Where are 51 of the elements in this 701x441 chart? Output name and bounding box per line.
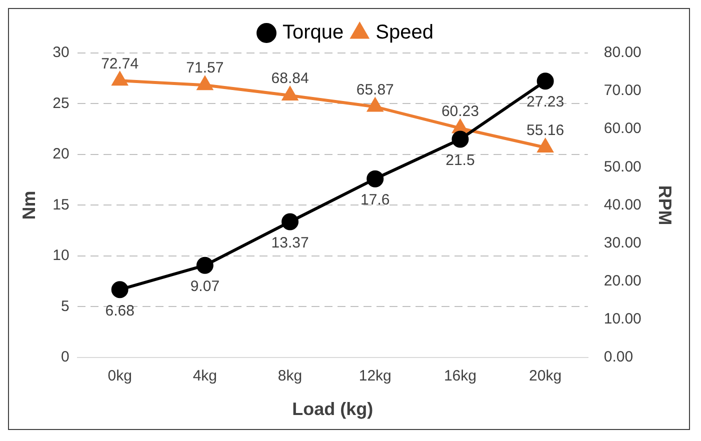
point bbox=[536, 72, 554, 90]
data-label: 9.07 bbox=[190, 278, 220, 296]
x-tick-label: 12kg bbox=[358, 368, 392, 385]
point bbox=[112, 72, 128, 86]
data-label: 27.23 bbox=[526, 94, 564, 111]
point bbox=[368, 98, 383, 112]
point bbox=[111, 281, 128, 298]
x-tick-label: 20kg bbox=[529, 368, 562, 385]
y2-tick-label: 10.00 bbox=[604, 310, 642, 328]
data-label: 71.57 bbox=[186, 60, 224, 77]
point bbox=[197, 76, 212, 90]
y2-axis-title: RPM bbox=[655, 185, 676, 226]
y-tick-label: 20 bbox=[52, 146, 70, 163]
y2-tick-label: 0.00 bbox=[604, 348, 634, 366]
data-label: 60.23 bbox=[441, 102, 479, 120]
point bbox=[196, 256, 214, 274]
y-axis-title: Nm bbox=[18, 190, 39, 220]
x-tick-label: 8kg bbox=[278, 368, 302, 385]
legend-label: Speed bbox=[376, 22, 434, 44]
y2-tick-label: 40.00 bbox=[604, 196, 642, 214]
y-tick-label: 25 bbox=[52, 94, 70, 112]
y2-tick-label: 80.00 bbox=[604, 44, 642, 62]
point bbox=[282, 86, 298, 100]
y2-tick-label: 50.00 bbox=[604, 158, 642, 176]
y2-tick-label: 60.00 bbox=[604, 120, 642, 138]
y2-tick-label: 70.00 bbox=[604, 82, 642, 100]
data-label: 17.6 bbox=[360, 191, 390, 208]
x-tick-label: 16kg bbox=[444, 368, 476, 385]
data-label: 21.5 bbox=[446, 152, 475, 169]
y-tick-label: 30 bbox=[52, 44, 70, 62]
point bbox=[538, 139, 553, 153]
data-label: 13.37 bbox=[271, 234, 309, 252]
data-label: 65.87 bbox=[356, 81, 394, 98]
point bbox=[452, 130, 469, 148]
x-tick-label: 0kg bbox=[108, 368, 132, 385]
point bbox=[282, 213, 299, 230]
x-axis-title: Load (kg) bbox=[292, 399, 374, 420]
point bbox=[366, 170, 384, 188]
x-tick-label: 4kg bbox=[192, 368, 218, 385]
legend-label: Torque bbox=[282, 22, 344, 44]
data-label: 55.16 bbox=[526, 122, 564, 140]
y2-tick-label: 30.00 bbox=[604, 234, 642, 252]
y-tick-label: 5 bbox=[60, 298, 70, 315]
point bbox=[452, 120, 468, 134]
data-label: 72.74 bbox=[101, 55, 139, 72]
y-tick-label: 0 bbox=[60, 348, 70, 366]
data-label: 6.68 bbox=[105, 302, 134, 320]
y-tick-label: 10 bbox=[52, 247, 70, 264]
y-tick-label: 15 bbox=[52, 196, 70, 214]
y2-tick-label: 20.00 bbox=[604, 272, 642, 290]
data-label: 68.84 bbox=[271, 70, 309, 88]
